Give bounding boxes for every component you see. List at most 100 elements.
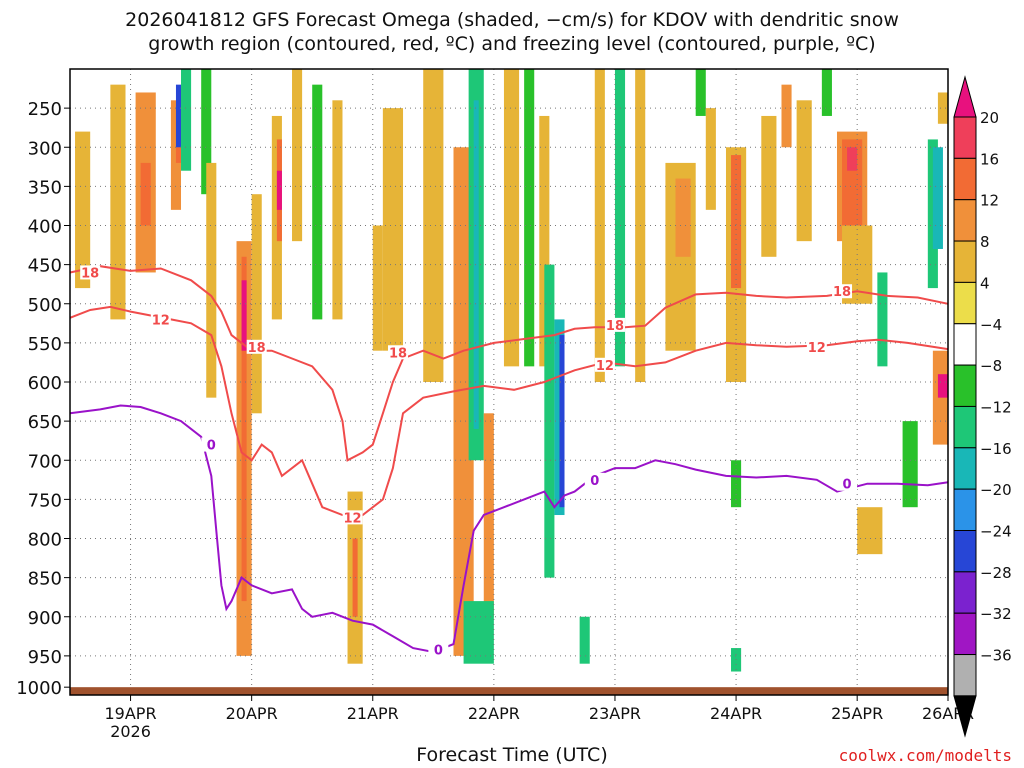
colorbar-swatch [953, 281, 977, 325]
omega-shading [75, 69, 948, 672]
y-tick-label: 300 [28, 138, 62, 159]
contour-label-bg [387, 345, 408, 360]
contour-label-bg [342, 510, 363, 525]
y-tick-label: 250 [28, 99, 62, 120]
contour-label-bg [832, 284, 853, 299]
contour-label: 12 [344, 511, 362, 526]
x-tick-label: 20APR [226, 704, 278, 723]
y-tick-label: 800 [28, 530, 62, 551]
omega-cell [937, 374, 948, 398]
omega-cell [110, 84, 126, 320]
omega-cell [731, 460, 742, 508]
credit-link[interactable]: coolwx.com/modelts [838, 746, 1012, 765]
omega-cell [276, 170, 282, 210]
y-tick-label: 1000 [16, 678, 62, 699]
omega-cell [503, 69, 520, 367]
colorbar-swatch [953, 323, 977, 366]
colorbar-swatch [953, 654, 977, 697]
colorbar-swatch [953, 157, 977, 201]
omega-cell [932, 350, 948, 445]
omega-cell [201, 69, 212, 195]
colorbar-swatch [953, 447, 977, 490]
y-tick-label: 950 [28, 647, 62, 668]
contour-label: 12 [596, 359, 614, 374]
omega-cell [241, 280, 247, 351]
omega-cell [781, 84, 792, 148]
omega-cell [761, 115, 777, 257]
omega-cell [539, 115, 550, 367]
contour-label: 12 [808, 341, 826, 356]
colorbar-label: 12 [980, 192, 999, 210]
colorbar-label: −4 [980, 316, 1002, 334]
colorbar-label: −12 [980, 398, 1012, 416]
colorbar-swatch [953, 405, 977, 449]
x-tick-label: 25APR [831, 704, 883, 723]
contour-label: 0 [207, 439, 216, 454]
colorbar-label: −36 [980, 647, 1012, 665]
omega-cell [206, 162, 217, 398]
omega-cell [332, 100, 343, 320]
omega-cell [559, 335, 565, 508]
omega-cell [463, 601, 494, 664]
omega-cell [544, 264, 555, 578]
omega-cell [847, 147, 858, 171]
ground-surface [70, 687, 948, 695]
contour-label: 0 [434, 644, 443, 659]
omega-cell [140, 162, 151, 226]
omega-cell [937, 92, 948, 124]
x-tick-label: 19APR [105, 704, 157, 723]
contour-label: 18 [248, 341, 266, 356]
colorbar-swatch [953, 488, 977, 531]
x-tick-label: 21APR [347, 704, 399, 723]
colorbar-label: −24 [980, 523, 1012, 541]
omega-cell [292, 69, 303, 242]
colorbar-legend: 20 16 12 8 4 −4 −8 −12 −16 −20 −24 −28 −32 −36 [953, 75, 1012, 738]
y-tick-label: 450 [28, 256, 62, 277]
omega-cell [181, 69, 192, 171]
omega-cell [312, 84, 323, 320]
colorbar-swatch [953, 240, 977, 283]
colorbar-label: −28 [980, 564, 1012, 582]
y-tick-label: 850 [28, 569, 62, 590]
omega-cell [857, 507, 883, 555]
colorbar-swatch [953, 199, 977, 242]
omega-cell [483, 413, 494, 617]
contour-line [69, 305, 949, 516]
y-tick-label: 900 [28, 608, 62, 629]
contour-label-bg [604, 317, 625, 332]
colorbar-label: 4 [980, 274, 990, 292]
omega-cell [877, 272, 888, 367]
contour-label-bg [806, 339, 827, 354]
omega-cell [821, 69, 832, 116]
omega-cell [675, 178, 691, 257]
omega-cell [251, 194, 262, 414]
y-axis: 250 300 350 400 450 500 550 600 650 700 750 800 850 9… [16, 99, 70, 699]
contour-label-bg [80, 265, 101, 280]
y-tick-label: 400 [28, 217, 62, 238]
colorbar-label: −20 [980, 481, 1012, 499]
y-tick-label: 700 [28, 451, 62, 472]
y-tick-label: 550 [28, 334, 62, 355]
colorbar-label: 20 [980, 109, 999, 127]
omega-cell [175, 84, 182, 148]
colorbar-swatch [953, 571, 977, 614]
contour-line [69, 404, 949, 654]
y-tick-label: 600 [28, 373, 62, 394]
y-tick-label: 750 [28, 490, 62, 511]
omega-cell [579, 616, 590, 664]
colorbar-swatch [953, 530, 977, 573]
y-tick-label: 350 [28, 177, 62, 198]
omega-cell [731, 155, 742, 289]
omega-cell [241, 256, 247, 602]
colorbar-label: 8 [980, 233, 990, 251]
chart-title-line1: 2026041812 GFS Forecast Omega (shaded, −… [125, 9, 899, 31]
contour-label: 18 [606, 319, 624, 334]
contour-label: 18 [833, 285, 851, 300]
contour-label-bg [150, 312, 171, 327]
omega-cell [423, 69, 444, 382]
omega-cell [902, 421, 918, 508]
y-tick-label: 500 [28, 295, 62, 316]
y-tick-label: 650 [28, 412, 62, 433]
colorbar-label: 16 [980, 150, 999, 168]
